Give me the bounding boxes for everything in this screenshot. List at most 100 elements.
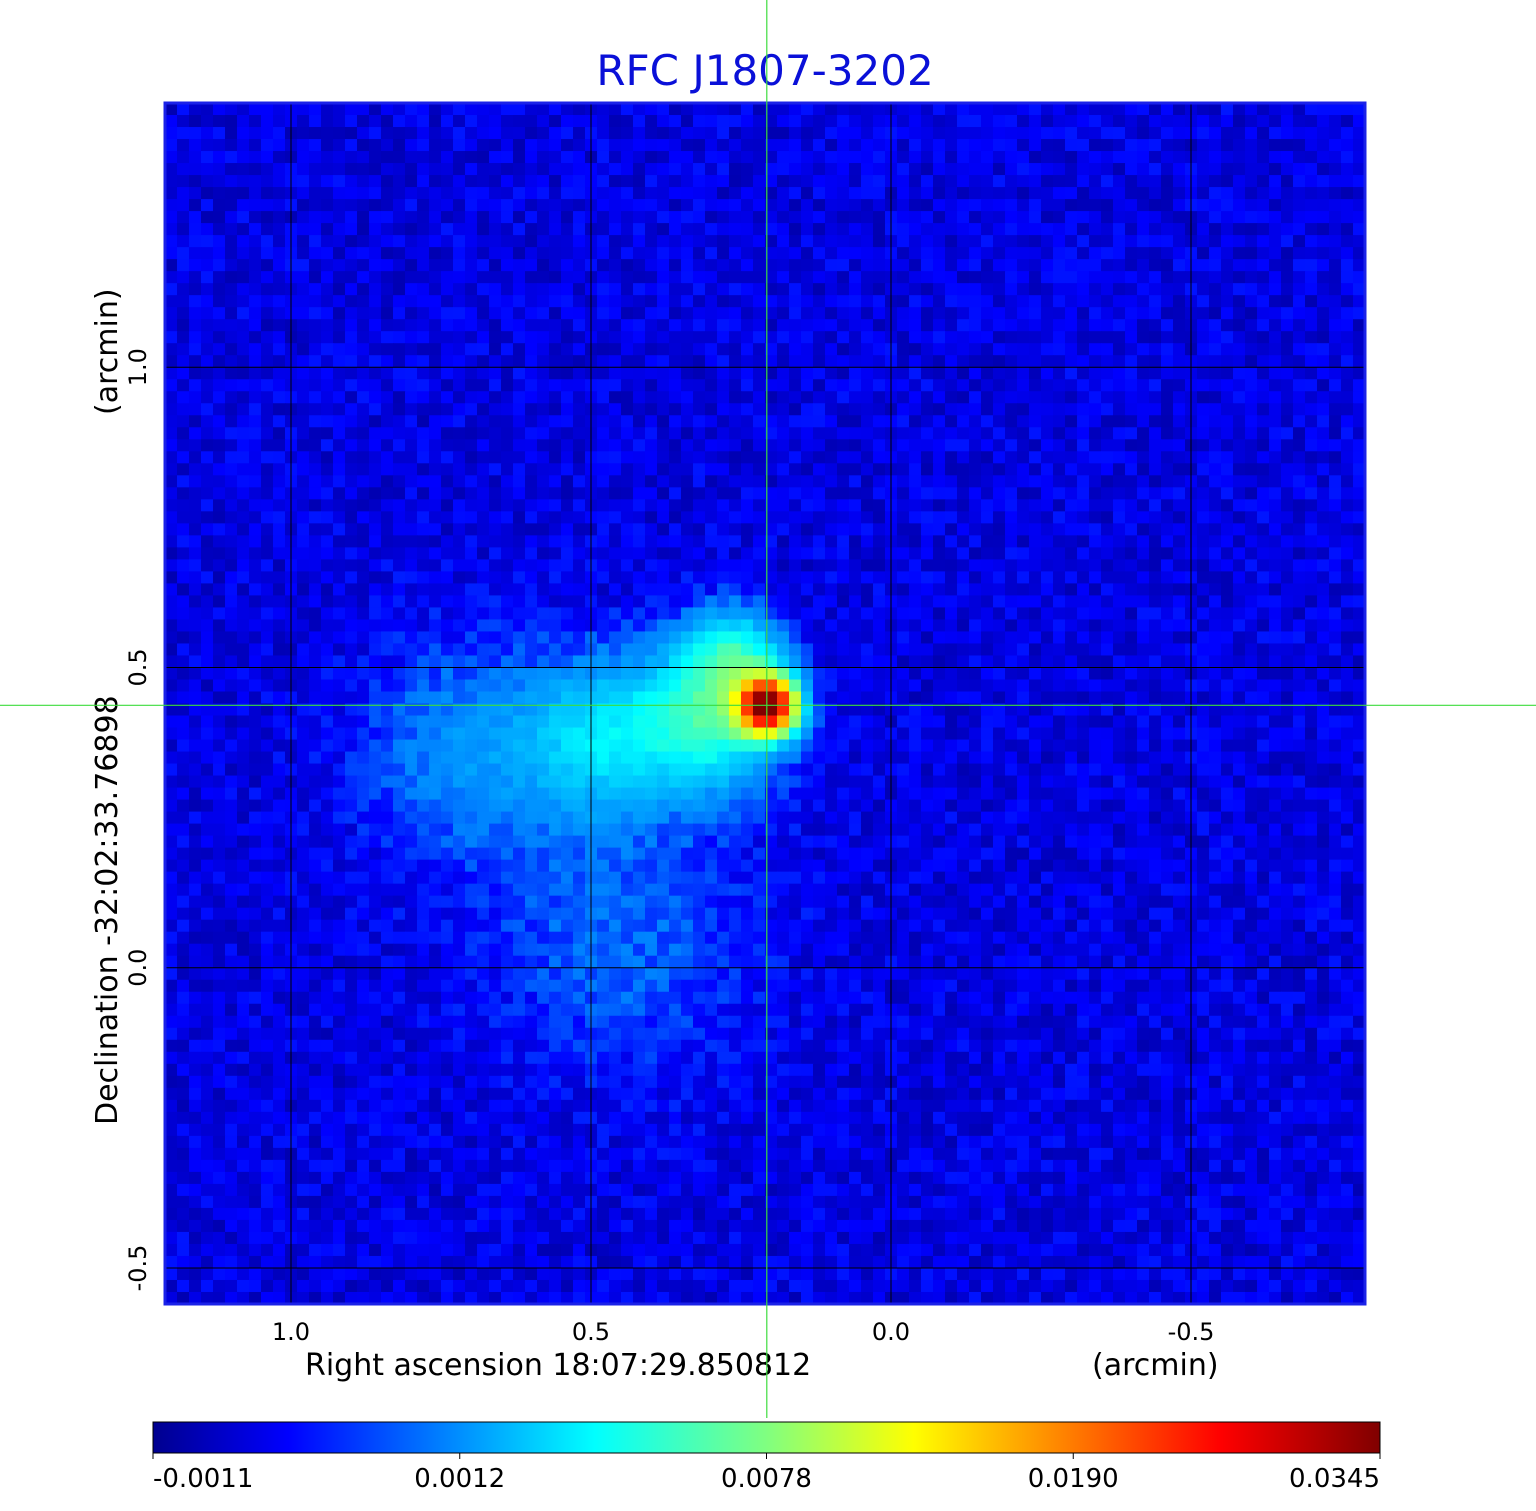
image-pixel: [921, 523, 934, 536]
image-pixel: [321, 367, 334, 380]
image-pixel: [933, 295, 946, 308]
image-pixel: [1233, 139, 1246, 152]
image-pixel: [201, 631, 214, 645]
image-pixel: [1125, 571, 1138, 584]
image-pixel: [525, 463, 538, 476]
image-pixel: [717, 595, 730, 609]
image-pixel: [1089, 499, 1102, 512]
image-pixel: [1053, 547, 1066, 560]
image-pixel: [1077, 151, 1090, 164]
image-pixel: [1221, 127, 1234, 140]
image-pixel: [789, 331, 802, 344]
image-pixel: [573, 523, 586, 536]
image-pixel: [645, 199, 658, 212]
image-pixel: [1293, 619, 1306, 633]
image-pixel: [237, 319, 250, 332]
image-pixel: [549, 379, 562, 392]
image-pixel: [1149, 343, 1162, 356]
image-pixel: [321, 679, 334, 693]
image-pixel: [357, 103, 370, 116]
image-pixel: [717, 355, 730, 368]
image-pixel: [1029, 499, 1042, 512]
image-pixel: [237, 355, 250, 368]
image-pixel: [765, 547, 778, 560]
image-pixel: [693, 283, 706, 296]
image-pixel: [1029, 619, 1042, 633]
image-pixel: [1353, 139, 1366, 152]
image-pixel: [873, 331, 886, 344]
image-pixel: [837, 175, 850, 188]
image-pixel: [249, 259, 262, 272]
image-pixel: [369, 343, 382, 356]
image-pixel: [1257, 391, 1270, 404]
image-pixel: [621, 259, 634, 272]
image-pixel: [1245, 439, 1258, 452]
image-pixel: [897, 379, 910, 392]
image-pixel: [549, 511, 562, 524]
image-pixel: [669, 127, 682, 140]
image-pixel: [705, 691, 718, 705]
image-pixel: [873, 595, 886, 609]
image-pixel: [1317, 655, 1330, 669]
image-pixel: [405, 175, 418, 188]
image-pixel: [1137, 607, 1150, 621]
image-pixel: [1281, 187, 1294, 200]
image-pixel: [189, 595, 202, 609]
image-pixel: [525, 199, 538, 212]
image-pixel: [177, 391, 190, 404]
image-pixel: [261, 343, 274, 356]
image-pixel: [669, 463, 682, 476]
image-pixel: [645, 235, 658, 248]
image-pixel: [381, 511, 394, 524]
image-pixel: [1209, 211, 1222, 224]
image-pixel: [1113, 127, 1126, 140]
image-pixel: [933, 199, 946, 212]
image-pixel: [1029, 535, 1042, 548]
image-pixel: [573, 595, 586, 609]
image-pixel: [1173, 391, 1186, 404]
image-pixel: [849, 331, 862, 344]
image-pixel: [969, 499, 982, 512]
image-pixel: [909, 619, 922, 633]
image-pixel: [1113, 583, 1126, 597]
image-pixel: [1317, 475, 1330, 488]
image-pixel: [1077, 259, 1090, 272]
image-pixel: [213, 115, 226, 128]
image-pixel: [177, 427, 190, 440]
image-pixel: [813, 607, 826, 621]
image-pixel: [297, 655, 310, 669]
image-pixel: [681, 631, 694, 645]
image-pixel: [477, 235, 490, 248]
image-pixel: [897, 667, 910, 681]
image-pixel: [1053, 607, 1066, 621]
image-pixel: [261, 523, 274, 536]
image-pixel: [309, 331, 322, 344]
image-pixel: [693, 619, 706, 633]
image-pixel: [1137, 211, 1150, 224]
image-pixel: [417, 643, 430, 657]
image-pixel: [693, 295, 706, 308]
image-pixel: [933, 151, 946, 164]
image-pixel: [1041, 331, 1054, 344]
image-pixel: [201, 451, 214, 464]
image-pixel: [237, 571, 250, 584]
image-pixel: [441, 223, 454, 236]
image-pixel: [213, 367, 226, 380]
image-pixel: [177, 583, 190, 597]
image-pixel: [1005, 391, 1018, 404]
image-pixel: [705, 523, 718, 536]
image-pixel: [957, 679, 970, 693]
image-pixel: [1065, 163, 1078, 176]
image-pixel: [609, 439, 622, 452]
image-pixel: [909, 655, 922, 669]
image-pixel: [861, 487, 874, 500]
image-pixel: [1245, 211, 1258, 224]
image-pixel: [261, 247, 274, 260]
image-pixel: [1089, 247, 1102, 260]
image-pixel: [1029, 199, 1042, 212]
image-pixel: [273, 283, 286, 296]
image-pixel: [609, 463, 622, 476]
image-pixel: [261, 463, 274, 476]
image-pixel: [429, 535, 442, 548]
image-pixel: [1197, 403, 1210, 416]
